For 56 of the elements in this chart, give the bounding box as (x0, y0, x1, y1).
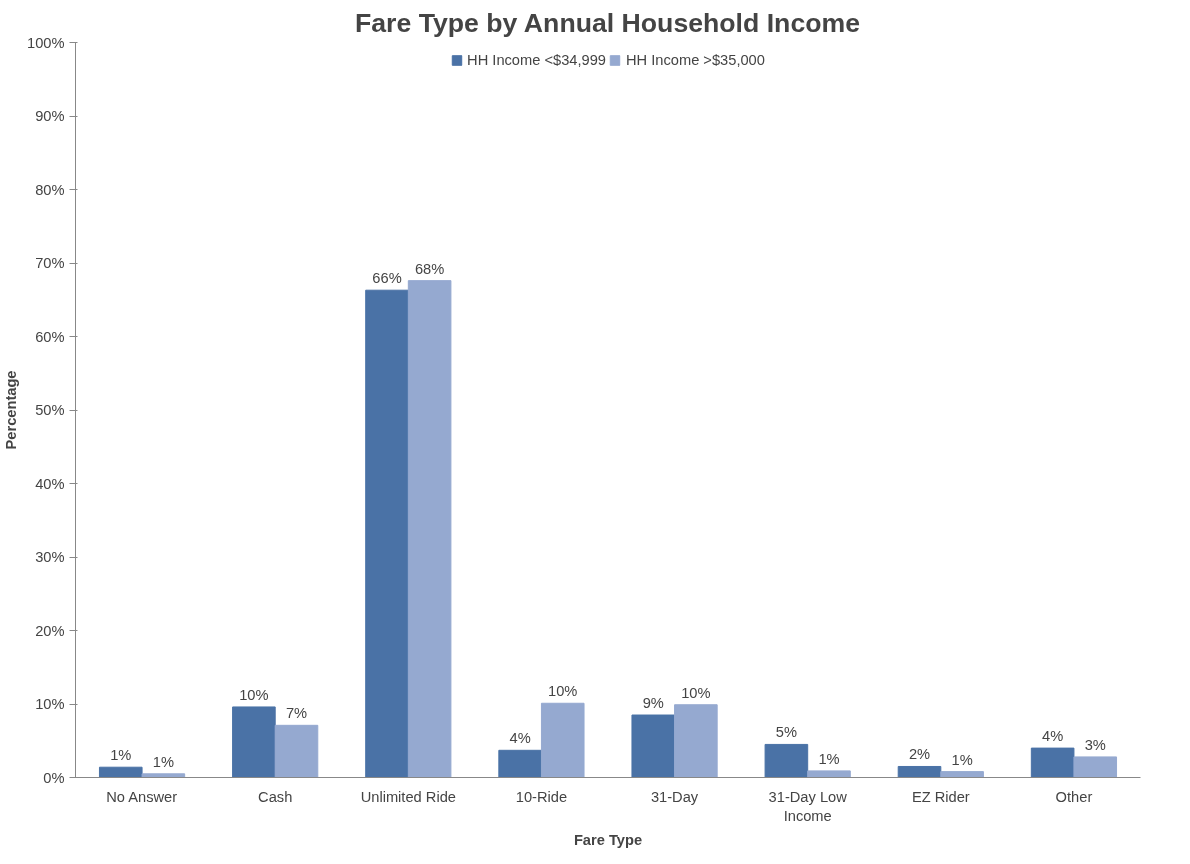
data-label: 2% (908, 746, 931, 763)
data-label: 10% (681, 684, 711, 701)
data-label: 4% (1042, 728, 1064, 745)
x-axis-title: Fare Type (573, 831, 643, 848)
bar (232, 706, 276, 778)
bar (940, 771, 984, 778)
data-label: 68% (414, 260, 445, 277)
x-tick-label: EZ Rider (911, 788, 970, 805)
data-label: 9% (642, 695, 664, 712)
data-label: 1% (110, 747, 132, 764)
x-tick-label: Other (1055, 788, 1093, 805)
bar (98, 766, 143, 778)
bar (365, 289, 409, 778)
y-axis-title: Percentage (3, 370, 20, 450)
y-tick-label: 60% (35, 328, 65, 345)
x-tick-label: Unlimited Ride (360, 788, 456, 805)
legend-label: HH Income >$35,000 (626, 52, 765, 68)
y-tick-label: 80% (35, 181, 65, 198)
bar (1073, 756, 1118, 778)
y-tick-label: 0% (43, 769, 65, 786)
bar (631, 714, 676, 778)
bar (274, 724, 319, 778)
x-tick-label: 31-Day Low Income (768, 788, 848, 824)
y-tick-label: 50% (35, 402, 65, 418)
bar (540, 702, 585, 778)
y-tick-label: 70% (35, 255, 65, 271)
bar (764, 743, 809, 778)
data-label: 3% (1084, 736, 1106, 753)
y-tick-label: 40% (35, 475, 65, 492)
bar (1030, 747, 1075, 778)
y-tick-label: 100% (27, 34, 65, 51)
chart-title: Fare Type by Annual Household Income (354, 7, 861, 38)
x-tick-label: No Answer (106, 788, 178, 805)
x-tick-label: 31-Day (650, 788, 699, 805)
bar (141, 773, 186, 778)
data-label: 1% (818, 750, 840, 767)
bar (897, 765, 942, 778)
bar (498, 749, 542, 778)
data-label: 4% (509, 730, 531, 747)
legend-label: HH Income <$34,999 (467, 52, 606, 68)
data-label: 1% (152, 753, 174, 770)
x-tick-label: 10-Ride (515, 788, 568, 805)
y-tick-label: 90% (35, 108, 65, 124)
y-tick-label: 30% (35, 549, 65, 565)
bar (807, 770, 851, 778)
bar (674, 704, 718, 778)
data-label: 66% (372, 270, 402, 287)
data-label: 10% (239, 686, 269, 703)
data-label: 1% (951, 751, 973, 768)
data-label: 7% (285, 705, 308, 722)
bar (407, 280, 452, 778)
data-label: 5% (775, 724, 797, 741)
x-tick-label: Cash (258, 788, 293, 805)
data-label: 10% (548, 683, 578, 700)
y-tick-label: 10% (35, 696, 65, 712)
y-tick-label: 20% (35, 622, 65, 639)
